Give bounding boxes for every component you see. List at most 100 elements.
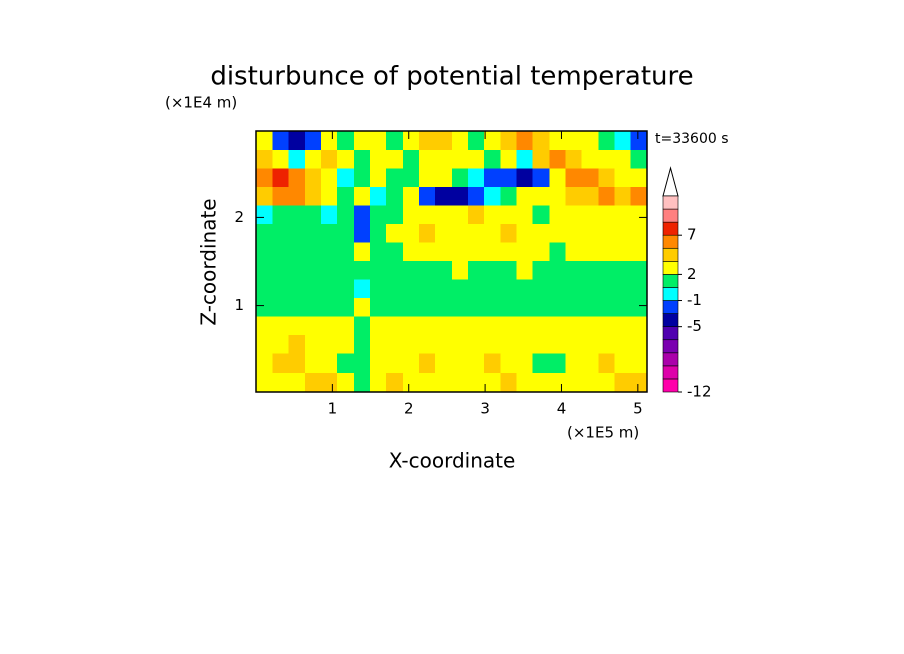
colorbar-box [662, 339, 679, 354]
contour-cell [305, 372, 323, 393]
contour-cell [321, 372, 339, 393]
contour-cell [467, 131, 485, 151]
contour-cell [598, 223, 616, 244]
chart-title: disturbunce of potential temperature [210, 62, 693, 92]
contour-cell [630, 372, 648, 393]
contour-cell [305, 298, 323, 318]
contour-cell [565, 205, 583, 225]
contour-cell [370, 168, 387, 188]
contour-cell [467, 205, 485, 225]
contour-cell [272, 298, 290, 318]
contour-cell [500, 372, 518, 393]
contour-cell [321, 205, 339, 225]
contour-cell [370, 316, 387, 336]
contour-cell [630, 131, 648, 151]
contour-cell [500, 205, 518, 225]
colorbar-box [662, 352, 679, 367]
contour-cell [516, 205, 534, 225]
contour-cell [467, 168, 485, 188]
contour-cell [630, 316, 648, 336]
y-tick-label: 2 [234, 208, 244, 226]
contour-cell [418, 316, 436, 336]
contour-cell [614, 279, 632, 299]
contour-cell [549, 353, 567, 373]
colorbar-box [662, 247, 679, 262]
contour-cell [598, 279, 616, 299]
contour-cell [337, 186, 355, 207]
contour-cell [402, 316, 420, 336]
contour-cell [614, 298, 632, 318]
contour-cell [532, 242, 550, 262]
contour-cell [272, 353, 290, 373]
contour-cell [516, 372, 534, 393]
contour-cell [581, 242, 599, 262]
contour-cell [321, 242, 339, 262]
contour-cell [581, 260, 599, 281]
contour-cell [418, 298, 436, 318]
contour-cell [337, 260, 355, 281]
contour-cell [272, 131, 290, 151]
contour-cell [337, 205, 355, 225]
colorbar-box [662, 221, 679, 236]
contour-cell [272, 186, 290, 207]
contour-cell [370, 279, 387, 299]
contour-cell [272, 168, 290, 188]
contour-cell [500, 186, 518, 207]
contour-cell [337, 298, 355, 318]
contour-cell [598, 316, 616, 336]
contour-cell [305, 335, 323, 355]
contour-cell [500, 298, 518, 318]
contour-cell [337, 223, 355, 244]
contour-cell [354, 372, 371, 393]
contour-cell [386, 223, 403, 244]
contour-cell [305, 168, 323, 188]
colorbar-label: 7 [687, 226, 697, 244]
contour-cell [532, 372, 550, 393]
contour-cell [256, 353, 273, 373]
contour-cell [272, 223, 290, 244]
contour-cell [354, 279, 371, 299]
contour-cell [256, 149, 273, 170]
contour-cell [532, 335, 550, 355]
contour-cell [386, 131, 403, 151]
contour-cell [354, 131, 371, 151]
contour-cell [272, 242, 290, 262]
contour-cell [500, 353, 518, 373]
contour-cell [354, 205, 371, 225]
contour-cell [467, 149, 485, 170]
contour-cell [630, 353, 648, 373]
contour-cell [321, 279, 339, 299]
contour-cell [434, 335, 452, 355]
contour-cell [321, 168, 339, 188]
contour-cell [483, 242, 501, 262]
contour-cell [614, 149, 632, 170]
contour-cell [516, 316, 534, 336]
contour-cell [549, 260, 567, 281]
contour-cell [288, 316, 306, 336]
contour-cell [516, 131, 534, 151]
contour-cell [483, 205, 501, 225]
contour-cell [305, 131, 323, 151]
contour-cell [451, 372, 469, 393]
contour-cell [565, 298, 583, 318]
contour-cell [581, 353, 599, 373]
contour-cell [321, 298, 339, 318]
contour-cell [354, 260, 371, 281]
contour-cell [272, 149, 290, 170]
contour-cell [337, 372, 355, 393]
contour-cell [288, 131, 306, 151]
contour-cell [630, 205, 648, 225]
contour-cell [354, 242, 371, 262]
x-tick-label: 4 [557, 400, 567, 418]
contour-cell [500, 131, 518, 151]
contour-cell [565, 279, 583, 299]
contour-cell [467, 335, 485, 355]
contour-cell [321, 186, 339, 207]
contour-cell [272, 372, 290, 393]
contour-cell [565, 223, 583, 244]
contour-cell [565, 149, 583, 170]
contour-cell [565, 353, 583, 373]
contour-cell [418, 205, 436, 225]
contour-cell [581, 372, 599, 393]
